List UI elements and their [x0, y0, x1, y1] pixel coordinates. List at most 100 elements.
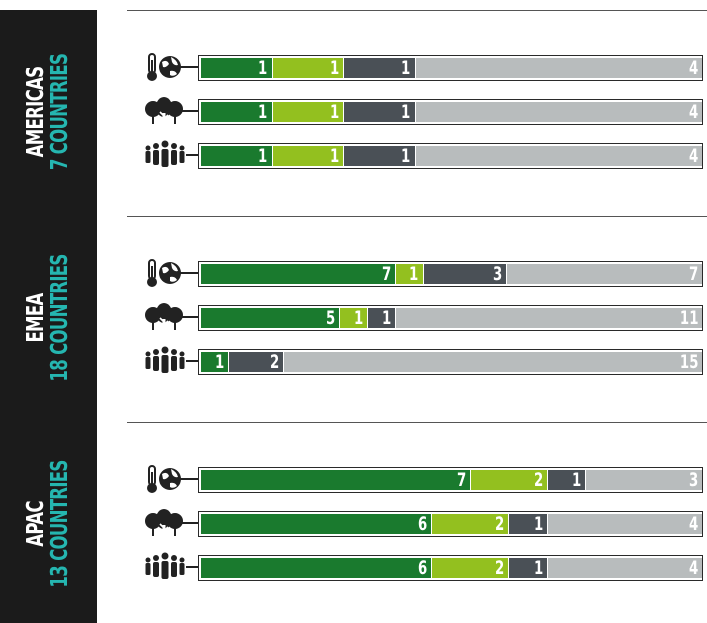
segment-value-label: 11 — [679, 308, 698, 328]
bar-segment: 4 — [547, 558, 702, 578]
segment-value-label: 1 — [258, 58, 268, 78]
segment-value-label: 1 — [329, 102, 340, 122]
segment-value-label: 2 — [270, 352, 280, 372]
segment-value-label: 1 — [572, 470, 582, 490]
bar-segment: 1 — [201, 146, 273, 166]
segment-value-label: 1 — [401, 58, 411, 78]
segment-value-label: 7 — [456, 470, 466, 490]
segment-value-label: 2 — [533, 470, 543, 490]
region-name: APAC — [23, 501, 49, 547]
segment-value-label: 1 — [329, 146, 340, 166]
region-country-count: 13 COUNTRIES — [47, 460, 73, 588]
segment-value-label: 2 — [495, 558, 505, 578]
region-name: EMEA — [23, 293, 49, 343]
bar-segment: 4 — [415, 146, 702, 166]
bar-segment: 4 — [547, 514, 702, 534]
stacked-bar: 1 2 15 — [198, 349, 703, 375]
bar-segment: 6 — [201, 558, 433, 578]
trees-icon — [142, 96, 202, 126]
region-label-emea: EMEA 18 COUNTRIES — [23, 230, 73, 407]
bar-segment: 1 — [201, 102, 273, 122]
segment-value-label: 6 — [417, 514, 428, 534]
bar-segment: 2 — [432, 514, 510, 534]
segment-value-label: 15 — [679, 352, 698, 372]
people-icon — [142, 346, 202, 376]
people-icon — [142, 552, 202, 582]
stacked-bar: 1 1 1 4 — [198, 99, 703, 125]
segment-value-label: 6 — [417, 558, 428, 578]
bar-segment: 1 — [272, 102, 345, 122]
stacked-bar: 5 1 1 11 — [198, 305, 703, 331]
bar-segment: 6 — [201, 514, 433, 534]
people-icon — [142, 140, 202, 170]
segment-value-label: 2 — [495, 514, 505, 534]
bar-segment: 1 — [340, 308, 368, 328]
segment-value-label: 4 — [688, 146, 698, 166]
bar-segment: 2 — [432, 558, 510, 578]
bar-segment: 4 — [415, 102, 702, 122]
bar-segment: 7 — [201, 264, 396, 284]
segment-value-label: 1 — [533, 514, 543, 534]
segment-value-label: 1 — [258, 146, 268, 166]
region-name: AMERICAS — [23, 66, 49, 158]
stacked-bar: 1 1 1 4 — [198, 55, 703, 81]
segment-value-label: 1 — [353, 308, 363, 328]
region-label-americas: AMERICAS 7 COUNTRIES — [23, 31, 73, 193]
segment-value-label: 4 — [688, 514, 698, 534]
segment-value-label: 1 — [381, 308, 391, 328]
segment-value-label: 4 — [688, 102, 698, 122]
bar-segment: 1 — [547, 470, 587, 490]
segment-value-label: 1 — [401, 146, 411, 166]
thermometer-globe-icon — [142, 464, 202, 494]
bar-segment: 1 — [344, 102, 416, 122]
thermometer-globe-icon — [142, 52, 202, 82]
bar-segment: 1 — [272, 58, 345, 78]
region-divider — [127, 216, 707, 217]
stacked-bar: 1 1 1 4 — [198, 143, 703, 169]
region-country-count: 18 COUNTRIES — [47, 254, 73, 382]
thermometer-globe-icon — [142, 258, 202, 288]
region-divider — [127, 422, 707, 423]
segment-value-label: 4 — [688, 58, 698, 78]
stacked-bar: 7 2 1 3 — [198, 467, 703, 493]
segment-value-label: 4 — [688, 558, 698, 578]
bar-segment: 15 — [284, 352, 702, 372]
segment-value-label: 1 — [258, 102, 268, 122]
segment-value-label: 1 — [409, 264, 419, 284]
segment-value-label: 7 — [688, 264, 698, 284]
bar-segment: 3 — [423, 264, 508, 284]
bar-segment: 11 — [395, 308, 702, 328]
segment-value-label: 5 — [325, 308, 336, 328]
region-label-apac: APAC 13 COUNTRIES — [23, 436, 73, 613]
region-sidebar — [0, 10, 97, 623]
region-country-count: 7 COUNTRIES — [47, 53, 73, 171]
segment-value-label: 1 — [401, 102, 411, 122]
segment-value-label: 1 — [533, 558, 543, 578]
bar-segment: 7 — [201, 470, 471, 490]
bar-segment: 5 — [201, 308, 341, 328]
bar-segment: 7 — [507, 264, 702, 284]
segment-value-label: 3 — [492, 264, 503, 284]
bar-segment: 1 — [344, 58, 416, 78]
bar-segment: 1 — [395, 264, 424, 284]
stacked-bar: 6 2 1 4 — [198, 555, 703, 581]
bar-segment: 1 — [367, 308, 396, 328]
bar-segment: 1 — [201, 58, 273, 78]
bar-segment: 1 — [509, 558, 548, 578]
segment-value-label: 1 — [329, 58, 340, 78]
region-divider — [127, 10, 707, 11]
trees-icon — [142, 508, 202, 538]
segment-value-label: 7 — [381, 264, 391, 284]
bar-segment: 1 — [509, 514, 548, 534]
bar-segment: 2 — [470, 470, 548, 490]
bar-segment: 1 — [201, 352, 229, 372]
bar-segment: 1 — [272, 146, 345, 166]
trees-icon — [142, 302, 202, 332]
segment-value-label: 1 — [214, 352, 224, 372]
bar-segment: 1 — [344, 146, 416, 166]
bar-segment: 3 — [586, 470, 702, 490]
stacked-bar: 6 2 1 4 — [198, 511, 703, 537]
segment-value-label: 3 — [688, 470, 698, 490]
bar-segment: 2 — [228, 352, 285, 372]
